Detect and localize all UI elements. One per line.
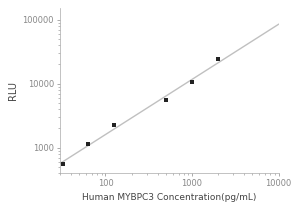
Point	[216, 58, 220, 61]
Point	[164, 99, 168, 102]
Y-axis label: RLU: RLU	[8, 81, 18, 100]
Point	[112, 123, 116, 126]
X-axis label: Human MYBPC3 Concentration(pg/mL): Human MYBPC3 Concentration(pg/mL)	[82, 193, 256, 202]
Point	[60, 163, 65, 166]
Point	[86, 142, 91, 146]
Point	[190, 81, 194, 84]
